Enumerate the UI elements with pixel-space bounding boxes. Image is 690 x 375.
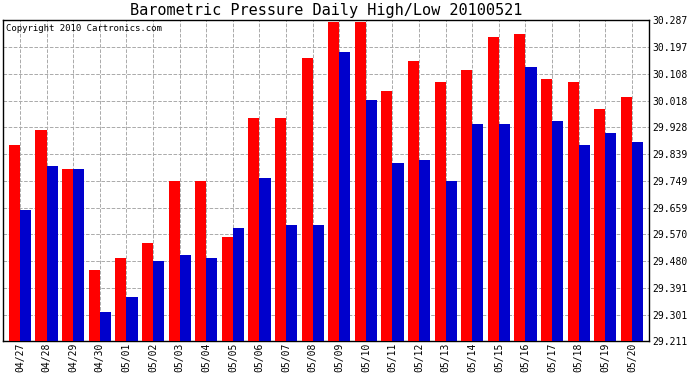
Bar xyxy=(302,58,313,342)
Bar xyxy=(446,181,457,342)
Bar xyxy=(35,130,47,342)
Bar xyxy=(275,118,286,342)
Bar xyxy=(89,270,100,342)
Bar xyxy=(313,225,324,342)
Bar xyxy=(153,261,164,342)
Bar xyxy=(472,124,484,342)
Bar xyxy=(115,258,126,342)
Bar xyxy=(579,145,590,342)
Bar xyxy=(195,181,206,342)
Title: Barometric Pressure Daily High/Low 20100521: Barometric Pressure Daily High/Low 20100… xyxy=(130,3,522,18)
Bar xyxy=(408,61,419,342)
Bar xyxy=(461,70,472,342)
Bar xyxy=(248,118,259,342)
Bar xyxy=(328,22,339,342)
Bar xyxy=(605,133,616,342)
Bar xyxy=(419,160,431,342)
Bar xyxy=(168,181,179,342)
Bar xyxy=(47,166,58,342)
Bar xyxy=(632,142,643,342)
Bar xyxy=(382,91,393,342)
Bar xyxy=(552,121,563,342)
Bar xyxy=(339,52,351,342)
Bar xyxy=(62,169,73,342)
Bar xyxy=(393,163,404,342)
Bar xyxy=(142,243,153,342)
Bar xyxy=(259,178,270,342)
Bar xyxy=(179,255,191,342)
Bar xyxy=(233,228,244,342)
Bar xyxy=(435,82,446,342)
Bar xyxy=(100,312,111,342)
Bar xyxy=(541,79,552,342)
Bar xyxy=(488,38,499,342)
Bar xyxy=(514,34,526,342)
Bar xyxy=(9,145,20,342)
Bar xyxy=(594,109,605,342)
Bar xyxy=(73,169,84,342)
Bar xyxy=(366,100,377,342)
Bar xyxy=(126,297,137,342)
Text: Copyright 2010 Cartronics.com: Copyright 2010 Cartronics.com xyxy=(6,24,162,33)
Bar xyxy=(286,225,297,342)
Bar xyxy=(206,258,217,342)
Bar xyxy=(568,82,579,342)
Bar xyxy=(621,97,632,342)
Bar xyxy=(355,22,366,342)
Bar xyxy=(221,237,233,342)
Bar xyxy=(499,124,510,342)
Bar xyxy=(526,67,537,342)
Bar xyxy=(20,210,31,342)
